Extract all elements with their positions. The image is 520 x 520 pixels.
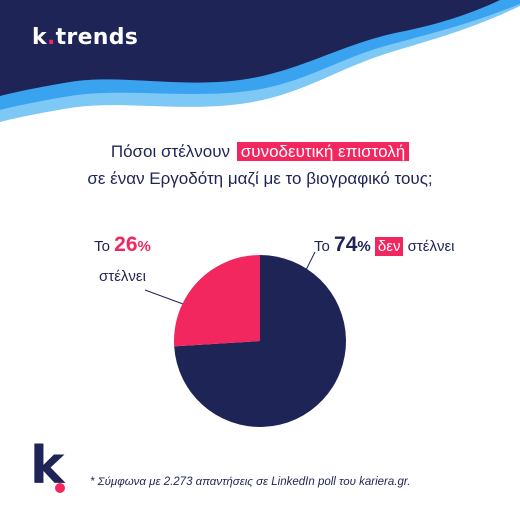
question-line-2: σε έναν Εργοδότη μαζί με το βιογραφικό τ… — [87, 169, 433, 188]
brand-wordmark-k: k — [32, 25, 47, 50]
question-highlight: συνοδευτική επιστολή — [236, 142, 410, 161]
label-sends-unit: % — [137, 238, 151, 255]
label-sends: Το 26% στέλνει — [70, 230, 175, 292]
label-sends-prefix: Το — [94, 238, 110, 255]
label-sends-value: 26 — [114, 233, 138, 256]
brand-dot: . — [46, 25, 56, 50]
question-line-1: Πόσοι στέλνουν συνοδευτική επιστολή — [0, 138, 520, 165]
label-not-sends-prefix: Το — [314, 238, 330, 255]
footnote: * Σύμφωνα με 2.273 απαντήσεις σε LinkedI… — [90, 476, 411, 488]
label-not-sends-value: 74 — [334, 233, 358, 256]
brand-wordmark-trends: trends — [55, 25, 139, 50]
pie-slice-not-sends — [174, 255, 346, 427]
brand-wordmark: k.trends — [32, 25, 138, 50]
label-not-sends: Το 74% δεν στέλνει — [314, 230, 514, 262]
leader-line-sends — [144, 289, 184, 305]
label-sends-line-1: Το 26% — [70, 230, 175, 262]
label-not-sends-unit: % — [357, 238, 371, 255]
label-sends-suffix: στέλνει — [99, 268, 146, 285]
kariera-logo-dot — [55, 483, 65, 493]
question-heading: Πόσοι στέλνουν συνοδευτική επιστολή σε έ… — [0, 138, 520, 192]
header-wave-background — [0, 0, 520, 122]
pie-slice-sends — [174, 255, 260, 347]
label-not-sends-suffix: στέλνει — [407, 238, 455, 255]
question-text-start: Πόσοι στέλνουν — [110, 142, 231, 161]
label-not-sends-chip: δεν — [374, 237, 404, 256]
